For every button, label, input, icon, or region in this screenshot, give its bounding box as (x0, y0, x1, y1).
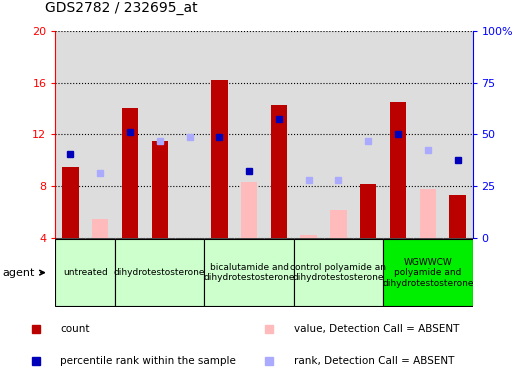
Bar (360, 184, 376, 238)
Bar (390, 102, 406, 238)
Text: GSM187370: GSM187370 (96, 238, 105, 293)
Text: GSM187380: GSM187380 (393, 238, 402, 293)
Bar (300, 235, 317, 238)
Text: GSM187371: GSM187371 (126, 238, 135, 293)
Bar (241, 182, 257, 238)
Text: rank, Detection Call = ABSENT: rank, Detection Call = ABSENT (294, 356, 454, 366)
Text: GSM187369: GSM187369 (66, 238, 75, 293)
Bar (62, 167, 79, 238)
Text: GSM187373: GSM187373 (185, 238, 194, 293)
Text: value, Detection Call = ABSENT: value, Detection Call = ABSENT (294, 324, 459, 334)
Bar (383, 240, 473, 306)
Bar (271, 104, 287, 238)
Text: GSM187372: GSM187372 (155, 238, 164, 293)
Text: GSM187375: GSM187375 (244, 238, 253, 293)
Bar (115, 240, 204, 306)
Bar (331, 210, 347, 238)
Text: GSM187377: GSM187377 (304, 238, 313, 293)
Bar (449, 195, 466, 238)
Text: WGWWCW
polyamide and
dihydrotestosterone: WGWWCW polyamide and dihydrotestosterone (382, 258, 474, 288)
Text: control polyamide an
dihydrotestosterone: control polyamide an dihydrotestosterone (290, 263, 386, 282)
Text: GDS2782 / 232695_at: GDS2782 / 232695_at (45, 2, 197, 15)
Text: GSM187379: GSM187379 (364, 238, 373, 293)
Bar (55, 240, 115, 306)
Text: percentile rank within the sample: percentile rank within the sample (60, 356, 236, 366)
Text: GSM187376: GSM187376 (275, 238, 284, 293)
Bar (152, 141, 168, 238)
Text: GSM187382: GSM187382 (453, 238, 462, 293)
Text: bicalutamide and
dihydrotestosterone: bicalutamide and dihydrotestosterone (203, 263, 295, 282)
Bar (92, 218, 108, 238)
Text: GSM187381: GSM187381 (423, 238, 432, 293)
Text: GSM187374: GSM187374 (215, 238, 224, 293)
Text: agent: agent (3, 268, 44, 278)
Bar (204, 240, 294, 306)
Bar (122, 108, 138, 238)
Bar (211, 80, 228, 238)
Bar (294, 240, 383, 306)
Text: GSM187378: GSM187378 (334, 238, 343, 293)
Text: dihydrotestosterone: dihydrotestosterone (114, 268, 205, 277)
Text: untreated: untreated (63, 268, 108, 277)
Bar (420, 189, 436, 238)
Text: count: count (60, 324, 90, 334)
